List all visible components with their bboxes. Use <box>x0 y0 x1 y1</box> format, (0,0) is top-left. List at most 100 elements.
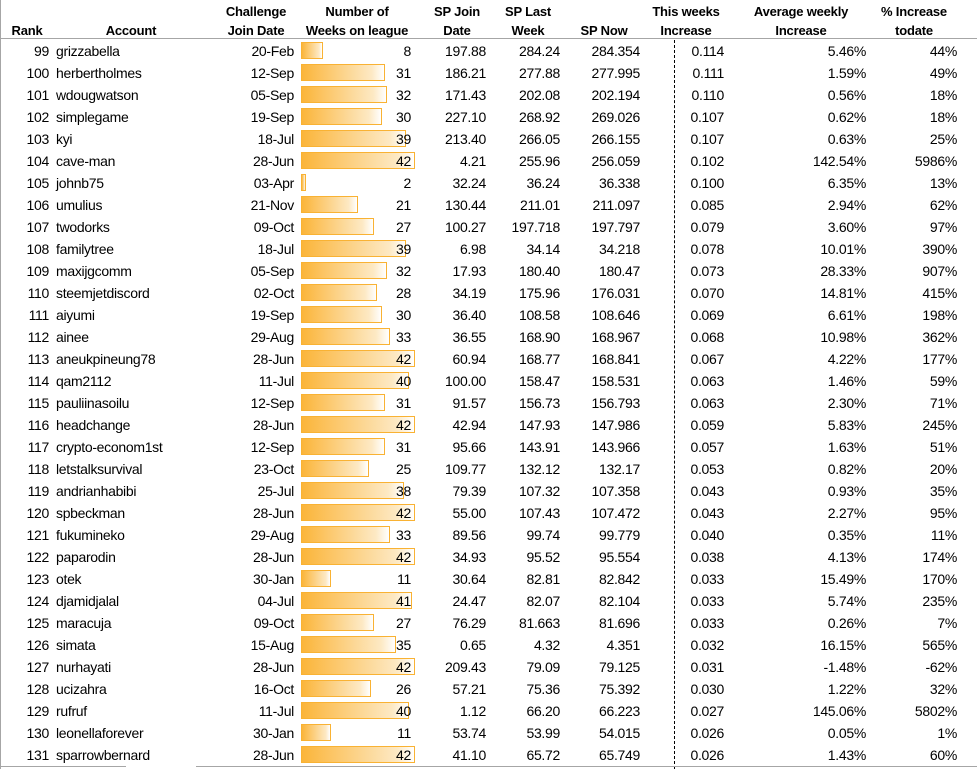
cell-pct-increase[interactable]: 13% <box>929 175 957 191</box>
cell-weeks[interactable]: 42 <box>396 153 411 169</box>
cell-week-increase[interactable]: 0.107 <box>690 131 724 147</box>
cell-week-increase[interactable]: 0.033 <box>690 615 724 631</box>
cell-account[interactable]: leonellaforever <box>56 725 144 741</box>
cell-avg-increase[interactable]: 3.60% <box>827 219 867 235</box>
cell-weeks[interactable]: 26 <box>396 681 411 697</box>
cell-sp-join[interactable]: 24.47 <box>452 593 486 609</box>
cell-pct-increase[interactable]: 245% <box>922 417 957 433</box>
cell-weeks[interactable]: 40 <box>396 703 411 719</box>
cell-sp-last[interactable]: 277.88 <box>518 65 560 81</box>
cell-join-date[interactable]: 09-Oct <box>253 219 295 235</box>
cell-sp-join[interactable]: 186.21 <box>444 65 486 81</box>
cell-week-increase[interactable]: 0.027 <box>690 703 724 719</box>
cell-sp-now[interactable]: 108.646 <box>591 307 640 323</box>
table-row[interactable]: 99 grizzabella 20-Feb 8 197.88 284.24 284.354 0… <box>1 40 977 62</box>
cell-sp-last[interactable]: 66.20 <box>526 703 560 719</box>
cell-account[interactable]: familytree <box>56 241 114 257</box>
cell-weeks[interactable]: 42 <box>396 549 411 565</box>
cell-sp-now[interactable]: 132.17 <box>598 461 640 477</box>
cell-avg-increase[interactable]: 4.22% <box>827 351 867 367</box>
cell-pct-increase[interactable]: 44% <box>929 43 957 59</box>
cell-pct-increase[interactable]: 95% <box>929 505 957 521</box>
cell-account[interactable]: grizzabella <box>56 43 120 59</box>
cell-sp-last[interactable]: 143.91 <box>518 439 560 455</box>
cell-join-date[interactable]: 12-Sep <box>250 395 295 411</box>
table-row[interactable]: 103 kyi 18-Jul 39 213.40 266.05 266.155 0.107 0.… <box>1 128 977 150</box>
cell-sp-now[interactable]: 79.125 <box>598 659 640 675</box>
cell-pct-increase[interactable]: 235% <box>922 593 957 609</box>
cell-week-increase[interactable]: 0.085 <box>690 197 724 213</box>
cell-sp-join[interactable]: 17.93 <box>452 263 486 279</box>
cell-week-increase[interactable]: 0.053 <box>690 461 724 477</box>
cell-avg-increase[interactable]: 14.81% <box>820 285 866 301</box>
table-row[interactable]: 105 johnb75 03-Apr 2 32.24 36.24 36.338 0.100 6.… <box>1 172 977 194</box>
cell-week-increase[interactable]: 0.110 <box>691 87 725 103</box>
cell-sp-join[interactable]: 209.43 <box>444 659 486 675</box>
cell-week-increase[interactable]: 0.107 <box>690 109 724 125</box>
cell-sp-now[interactable]: 99.779 <box>598 527 640 543</box>
cell-sp-last[interactable]: 81.663 <box>518 615 560 631</box>
cell-join-date[interactable]: 05-Sep <box>250 87 295 103</box>
cell-sp-now[interactable]: 107.472 <box>591 505 640 521</box>
cell-account[interactable]: andrianhabibi <box>56 483 137 499</box>
cell-join-date[interactable]: 19-Sep <box>250 307 295 323</box>
cell-sp-now[interactable]: 156.793 <box>591 395 640 411</box>
cell-account[interactable]: paparodin <box>56 549 116 565</box>
table-row[interactable]: 125 maracuja 09-Oct 27 76.29 81.663 81.696 0.03… <box>1 612 977 634</box>
cell-pct-increase[interactable]: 198% <box>922 307 957 323</box>
cell-rank[interactable]: 124 <box>26 593 50 609</box>
cell-avg-increase[interactable]: 2.27% <box>827 505 867 521</box>
cell-join-date[interactable]: 25-Jul <box>257 483 295 499</box>
cell-sp-join[interactable]: 0.65 <box>459 637 486 653</box>
cell-pct-increase[interactable]: 1% <box>937 725 957 741</box>
cell-rank[interactable]: 106 <box>26 197 50 213</box>
cell-avg-increase[interactable]: -1.48% <box>823 659 866 675</box>
cell-sp-now[interactable]: 211.097 <box>592 197 641 213</box>
cell-weeks[interactable]: 11 <box>397 725 411 741</box>
cell-join-date[interactable]: 30-Jan <box>252 725 294 741</box>
cell-sp-last[interactable]: 99.74 <box>526 527 560 543</box>
cell-sp-join[interactable]: 60.94 <box>452 351 486 367</box>
cell-pct-increase[interactable]: 59% <box>929 373 957 389</box>
cell-sp-join[interactable]: 79.39 <box>452 483 486 499</box>
cell-avg-increase[interactable]: 142.54% <box>812 153 866 169</box>
cell-pct-increase[interactable]: 18% <box>929 109 957 125</box>
cell-sp-join[interactable]: 34.19 <box>452 285 486 301</box>
cell-rank[interactable]: 120 <box>26 505 50 521</box>
cell-sp-last[interactable]: 82.81 <box>526 571 560 587</box>
cell-week-increase[interactable]: 0.079 <box>690 219 724 235</box>
cell-week-increase[interactable]: 0.069 <box>690 307 724 323</box>
table-row[interactable]: 109 maxijgcomm 05-Sep 32 17.93 180.40 180.47 0.… <box>1 260 977 282</box>
cell-weeks[interactable]: 25 <box>396 461 411 477</box>
cell-join-date[interactable]: 16-Oct <box>253 681 295 697</box>
cell-weeks[interactable]: 31 <box>396 65 411 81</box>
cell-sp-last[interactable]: 107.32 <box>518 483 560 499</box>
cell-sp-now[interactable]: 36.338 <box>598 175 640 191</box>
cell-week-increase[interactable]: 0.068 <box>690 329 724 345</box>
cell-join-date[interactable]: 09-Oct <box>253 615 295 631</box>
cell-account[interactable]: spbeckman <box>56 505 125 521</box>
table-row[interactable]: 123 otek 30-Jan 11 30.64 82.81 82.842 0.033 15.4… <box>1 568 977 590</box>
table-row[interactable]: 128 ucizahra 16-Oct 26 57.21 75.36 75.392 0.030… <box>1 678 977 700</box>
table-row[interactable]: 111 aiyumi 19-Sep 30 36.40 108.58 108.646 0.069… <box>1 304 977 326</box>
cell-sp-join[interactable]: 42.94 <box>452 417 486 433</box>
cell-weeks[interactable]: 32 <box>396 263 411 279</box>
cell-weeks[interactable]: 30 <box>396 307 411 323</box>
cell-weeks[interactable]: 41 <box>396 593 411 609</box>
cell-sp-last[interactable]: 211.01 <box>520 197 560 213</box>
cell-join-date[interactable]: 23-Oct <box>253 461 295 477</box>
cell-avg-increase[interactable]: 28.33% <box>820 263 866 279</box>
cell-rank[interactable]: 125 <box>26 615 50 631</box>
cell-sp-now[interactable]: 266.155 <box>591 131 640 147</box>
cell-avg-increase[interactable]: 0.26% <box>827 615 867 631</box>
cell-sp-now[interactable]: 256.059 <box>591 153 640 169</box>
cell-avg-increase[interactable]: 145.06% <box>812 703 866 719</box>
cell-rank[interactable]: 122 <box>26 549 50 565</box>
cell-sp-join[interactable]: 53.74 <box>452 725 486 741</box>
cell-weeks[interactable]: 8 <box>403 43 412 59</box>
table-row[interactable]: 104 cave-man 28-Jun 42 4.21 255.96 256.059 0.10… <box>1 150 977 172</box>
table-row[interactable]: 119 andrianhabibi 25-Jul 38 79.39 107.32 107.3… <box>1 480 977 502</box>
cell-sp-last[interactable]: 168.90 <box>518 329 560 345</box>
cell-week-increase[interactable]: 0.063 <box>690 395 724 411</box>
cell-sp-last[interactable]: 197.718 <box>511 219 560 235</box>
